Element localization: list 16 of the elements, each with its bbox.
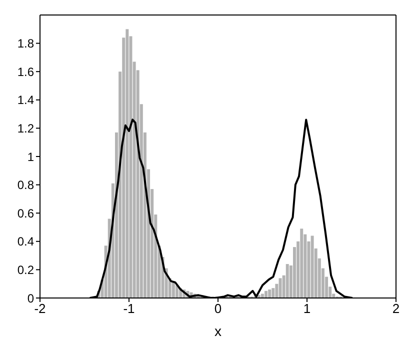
y-tick-label: 1.8 (17, 36, 34, 51)
y-tick-label: 1 (27, 150, 34, 164)
y-tick-label: 0.8 (17, 178, 34, 192)
y-tick-label: 1.6 (17, 64, 34, 79)
x-tick-label: 0 (214, 301, 222, 316)
x-axis-title: x (214, 323, 222, 339)
x-tick-label: -2 (34, 301, 46, 316)
y-tick-label: 0.2 (17, 262, 34, 277)
x-tick-label: 1 (303, 301, 311, 316)
y-tick-label: 1.2 (17, 121, 34, 136)
y-tick-label: 0 (27, 291, 34, 306)
y-tick-label: 0.4 (17, 234, 34, 249)
x-tick-label: 2 (392, 301, 400, 316)
y-tick-label: 0.6 (17, 206, 34, 220)
x-tick-label: -1 (123, 301, 135, 316)
y-tick-label: 1.4 (17, 93, 34, 108)
